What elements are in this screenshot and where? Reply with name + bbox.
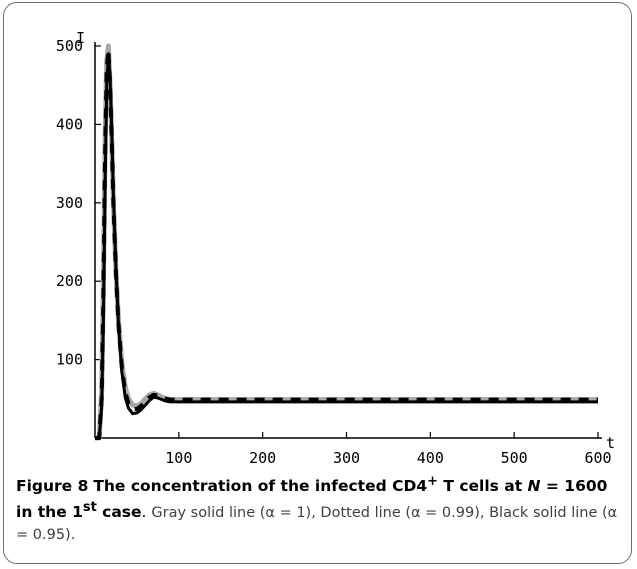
line-chart: 100 200 300 400 500 600 t 100 200 300 400 500 I: [56, 29, 615, 467]
x-tick-label: 400: [417, 449, 444, 467]
y-tick-label: 500: [56, 37, 83, 55]
x-tick-label: 500: [501, 449, 528, 467]
y-axis-label: I: [76, 29, 85, 47]
y-tick-label: 200: [56, 272, 83, 290]
x-tick-label: 300: [333, 449, 360, 467]
x-tick-label: 200: [249, 449, 276, 467]
y-tick-label: 100: [56, 351, 83, 369]
x-ticks: 100 200 300 400 500 600: [165, 432, 612, 467]
x-tick-label: 100: [165, 449, 192, 467]
x-axis-label: t: [606, 434, 615, 452]
figure-label: Figure 8: [16, 477, 89, 496]
series-line-1: [95, 43, 598, 441]
y-axis: 100 200 300 400 500 I: [56, 29, 101, 438]
x-axis: 100 200 300 400 500 600 t: [95, 432, 615, 467]
y-tick-label: 300: [56, 194, 83, 212]
series-line-2: [95, 47, 598, 440]
series-line-3: [95, 52, 598, 440]
series-layer: [95, 43, 598, 441]
figure-title: The concentration of the infected CD4+ T…: [16, 474, 608, 522]
figure-caption: Figure 8 The concentration of the infect…: [16, 474, 618, 544]
y-ticks: 100 200 300 400 500: [56, 37, 101, 369]
caption-legend: Gray solid line (α = 1), Dotted line (α …: [16, 505, 618, 544]
x-tick-label: 600: [584, 449, 611, 467]
y-tick-label: 400: [56, 115, 83, 133]
